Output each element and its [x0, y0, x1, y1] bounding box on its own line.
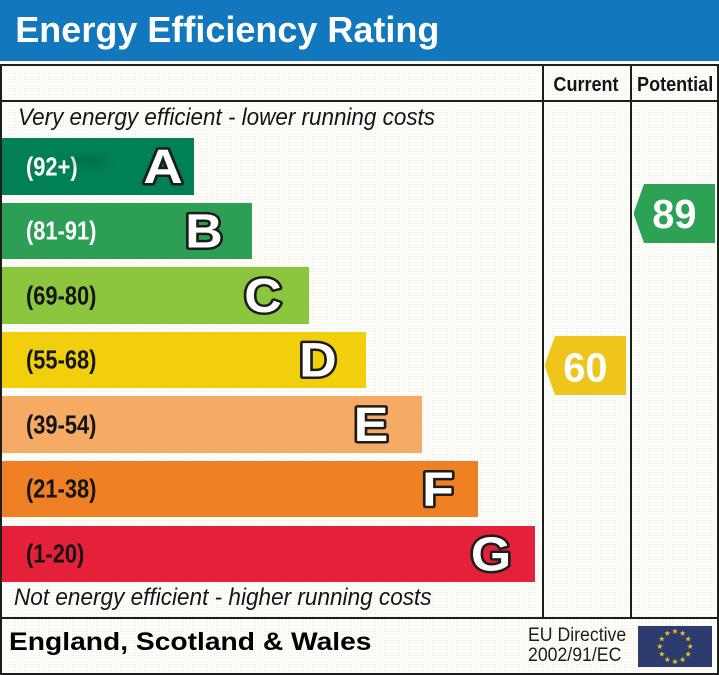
svg-text:C: C [244, 269, 281, 323]
svg-text:F: F [422, 462, 454, 516]
svg-text:B: B [185, 204, 222, 258]
svg-text:A: A [143, 139, 183, 193]
svg-text:60: 60 [563, 344, 607, 391]
svg-text:89: 89 [652, 191, 696, 238]
svg-text:D: D [299, 333, 336, 387]
svg-text:G: G [470, 527, 510, 581]
svg-text:E: E [353, 398, 388, 452]
